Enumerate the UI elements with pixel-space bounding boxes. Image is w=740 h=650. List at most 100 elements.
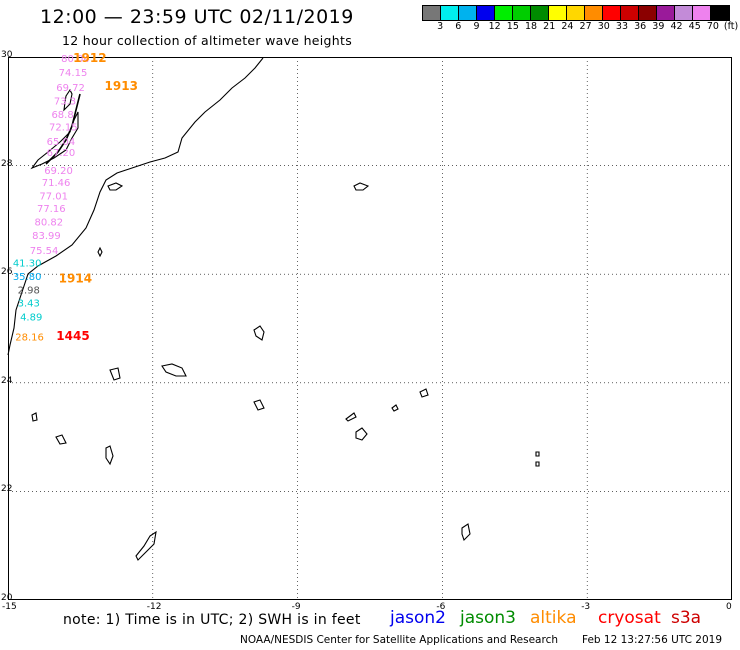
footer-note: note: 1) Time is in UTC; 2) SWH is in fe… <box>63 612 361 628</box>
color-scale-ticks: 3 6 9 12 15 18 21 24 27 30 33 36 39 42 45 70 (ft) <box>422 21 740 33</box>
map-title: 12:00 — 23:59 UTC 02/11/2019 <box>40 6 354 28</box>
longitude-tick-label: -9 <box>291 602 301 612</box>
legend-tick-label: 36 <box>634 21 647 32</box>
coastline <box>7 57 540 561</box>
pass-id-label: 1912 <box>73 51 106 65</box>
island-16 <box>535 451 540 457</box>
legend-tick-label: 70 <box>706 21 719 32</box>
coast-islet-1 <box>107 182 124 191</box>
legend-swatch <box>657 6 675 20</box>
longitude-tick-label: -12 <box>146 602 162 612</box>
wave-height-label: 73.3 <box>54 96 76 107</box>
wave-height-label: 80.04 <box>61 54 90 65</box>
legend-swatch <box>549 6 567 20</box>
island-7 <box>161 363 187 377</box>
altimeter-track <box>45 93 81 165</box>
legend-tick-label: 3 <box>437 21 444 32</box>
pass-id-label: 1445 <box>56 329 89 343</box>
legend-unit: (ft) <box>723 21 739 32</box>
legend-tick-label: 39 <box>652 21 665 32</box>
wave-height-label: 35.80 <box>13 272 42 283</box>
wave-height-label: 74.15 <box>59 68 88 79</box>
wave-height-label: 72.15 <box>49 123 78 134</box>
legend-swatch <box>603 6 621 20</box>
satellite-altika-label: altika <box>530 608 577 628</box>
wave-height-label: 3.43 <box>18 298 40 309</box>
wave-height-label: 4.89 <box>20 313 42 324</box>
africa-coastline <box>7 57 264 356</box>
legend-swatch <box>477 6 495 20</box>
latitude-tick-label: 26 <box>1 267 13 278</box>
wave-height-label: 75.54 <box>30 246 59 257</box>
longitude-tick-label: -3 <box>581 602 591 612</box>
legend-swatch <box>621 6 639 20</box>
lat-lon-grid <box>8 57 732 600</box>
legend-tick-label: 21 <box>543 21 556 32</box>
legend-tick-label: 12 <box>488 21 501 32</box>
wave-height-label: 68.8 <box>51 110 73 121</box>
satellite-jason3-label: jason3 <box>460 608 516 628</box>
legend-swatch <box>531 6 549 20</box>
legend-swatch <box>675 6 693 20</box>
latitude-tick-label: 22 <box>1 484 13 495</box>
wave-height-label: 77.01 <box>39 191 68 202</box>
satellite-cryosat-label: cryosat <box>598 608 661 628</box>
legend-swatch <box>639 6 657 20</box>
wave-height-label: 41.30 <box>13 258 42 269</box>
legend-tick-label: 42 <box>670 21 683 32</box>
pass-id-label: 1913 <box>105 79 138 93</box>
legend-tick-label: 18 <box>524 21 538 32</box>
latitude-tick-label: 24 <box>1 375 13 386</box>
longitude-tick-label: 0 <box>726 602 732 612</box>
legend-swatch <box>711 6 729 20</box>
island-13 <box>355 427 368 441</box>
lanzarote-island <box>63 88 73 112</box>
legend-tick-label: 24 <box>561 21 574 32</box>
pass-id-labels: 1912 1913 1914 1445 <box>56 51 138 343</box>
legend-tick-label: 33 <box>615 21 629 32</box>
legend-tick-label: 15 <box>506 21 519 32</box>
island-6 <box>109 367 121 381</box>
map-frame <box>8 57 732 600</box>
wave-height-label: 67.20 <box>47 148 76 159</box>
color-scale-legend <box>422 5 730 21</box>
madeira-island <box>353 182 370 191</box>
wave-height-label: 80.82 <box>35 218 64 229</box>
legend-swatch <box>567 6 585 20</box>
longitude-tick-label: -6 <box>436 602 446 612</box>
island-12 <box>31 412 38 422</box>
wave-height-label: 71.46 <box>42 178 71 189</box>
latitude-tick-label: 20 <box>1 593 13 603</box>
wave-height-label: 83.99 <box>32 231 61 242</box>
latitude-tick-label: 30 <box>1 50 13 60</box>
legend-swatch <box>693 6 711 20</box>
legend-swatch <box>459 6 477 20</box>
island-5 <box>253 325 265 341</box>
island-18 <box>461 523 471 542</box>
wave-height-label: 2.98 <box>18 285 40 296</box>
legend-swatch <box>585 6 603 20</box>
island-15 <box>105 445 114 466</box>
legend-swatch <box>423 6 441 20</box>
legend-tick-label: 30 <box>597 21 610 32</box>
pass-id-label: 1914 <box>59 272 92 286</box>
satellite-jason2-label: jason2 <box>390 608 446 628</box>
island-8 <box>253 399 265 411</box>
legend-swatch <box>441 6 459 20</box>
wave-height-label: 28.16 <box>15 333 44 344</box>
island-9 <box>419 388 429 398</box>
legend-tick-label: 9 <box>473 21 480 32</box>
map-subtitle: 12 hour collection of altimeter wave hei… <box>62 33 353 48</box>
island-14 <box>55 434 67 445</box>
wave-height-label: 77.16 <box>37 204 66 215</box>
island-17 <box>535 461 540 467</box>
wave-height-label: 69.20 <box>44 166 73 177</box>
latitude-tick-label: 28 <box>1 158 13 169</box>
island-11 <box>391 404 399 412</box>
credit-organization: NOAA/NESDIS Center for Satellite Applica… <box>240 634 558 646</box>
satellite-s3a-label: s3a <box>671 608 702 628</box>
legend-tick-label: 45 <box>688 21 701 32</box>
legend-tick-label: 27 <box>579 21 592 32</box>
